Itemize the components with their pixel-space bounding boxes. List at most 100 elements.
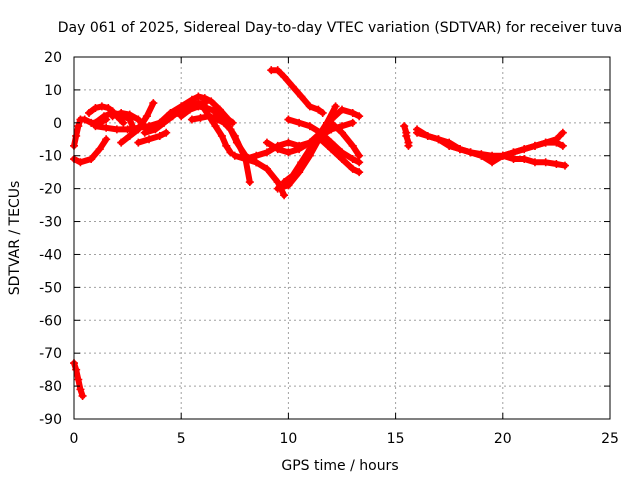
data-point (560, 161, 569, 170)
data-point (91, 104, 100, 113)
series-arc-27 (445, 138, 567, 167)
data-point (205, 112, 214, 121)
grid-layer (74, 57, 610, 419)
data-point (284, 148, 293, 157)
data-point (155, 131, 164, 140)
y-tick-label: 10 (44, 83, 62, 99)
y-tick-label: 0 (53, 116, 62, 132)
data-point (295, 118, 304, 127)
data-point (445, 141, 454, 150)
data-point (541, 158, 550, 167)
data-point (134, 115, 143, 124)
data-point (530, 158, 539, 167)
x-tick-label: 10 (279, 431, 297, 447)
series-arc-22 (284, 115, 364, 167)
data-point (194, 92, 203, 101)
data-point (338, 105, 346, 114)
data-point (177, 102, 186, 111)
data-point (222, 141, 231, 150)
series-arc-09 (134, 128, 171, 147)
data-point (295, 145, 304, 154)
data-point (355, 168, 364, 177)
data-point (331, 102, 340, 111)
x-tick-label: 5 (177, 431, 186, 447)
data-point (185, 105, 194, 114)
data-point (123, 125, 132, 134)
y-tick-label: -80 (39, 379, 62, 395)
data-point (348, 141, 357, 150)
data-point (488, 158, 497, 167)
data-point (76, 158, 85, 167)
data-point (348, 108, 357, 117)
data-point (530, 141, 539, 150)
data-point (284, 138, 293, 147)
data-point (72, 365, 81, 374)
x-tick-label: 0 (70, 431, 79, 447)
data-point (348, 118, 357, 127)
series-arc-02 (70, 135, 111, 167)
data-point (74, 122, 83, 131)
data-point (327, 118, 336, 127)
data-point (228, 118, 237, 127)
data-point (348, 155, 357, 164)
chart-title: Day 061 of 2025, Sidereal Day-to-day VTE… (58, 20, 622, 36)
data-point (520, 145, 529, 154)
data-point (134, 138, 143, 147)
data-point (95, 145, 104, 154)
series-arc-23 (316, 135, 364, 177)
data-point (207, 97, 216, 106)
data-point (338, 155, 346, 164)
data-point (125, 131, 134, 140)
data-point (541, 138, 550, 147)
data-point (187, 115, 196, 124)
data-layer (70, 66, 569, 400)
data-point (552, 159, 561, 168)
data-point (280, 72, 289, 81)
y-tick-label: -90 (39, 412, 62, 428)
x-tick-label: 20 (494, 431, 512, 447)
data-point (273, 145, 282, 154)
y-tick-label: -60 (39, 313, 62, 329)
series-arc-11 (155, 92, 233, 127)
data-point (226, 148, 235, 157)
data-point (273, 184, 282, 193)
data-point (166, 108, 175, 117)
data-point (338, 128, 346, 137)
data-point (72, 131, 81, 140)
data-point (97, 102, 106, 111)
data-point (280, 191, 289, 200)
data-point (104, 104, 113, 113)
data-point (119, 118, 128, 127)
y-tick-label: -50 (39, 280, 62, 296)
data-point (477, 151, 486, 160)
data-point (288, 82, 297, 91)
data-point (117, 138, 126, 147)
axis-ticks: 0 5 10 15 20 25 -90 -80 -70 -60 -50 -40 -30 -20 -10 0 10… (39, 50, 619, 447)
data-point (262, 164, 271, 173)
data-point (85, 108, 94, 117)
data-point (288, 171, 297, 180)
data-point (230, 151, 239, 160)
data-point (145, 135, 154, 144)
data-point (305, 122, 314, 131)
data-point (149, 99, 158, 108)
data-point (305, 102, 314, 111)
data-point (455, 145, 464, 154)
series-line (135, 129, 170, 146)
data-point (284, 115, 293, 124)
data-point (305, 138, 314, 147)
data-point (284, 181, 293, 190)
data-point (151, 125, 160, 134)
data-point (76, 385, 85, 394)
data-point (177, 112, 186, 121)
data-point (520, 155, 529, 164)
data-point (155, 118, 164, 127)
data-point (552, 138, 561, 147)
data-point (87, 155, 96, 164)
data-point (404, 141, 413, 150)
series-arc-16 (230, 151, 289, 200)
data-point (558, 141, 567, 150)
data-point (466, 148, 475, 157)
data-point (217, 131, 226, 140)
data-point (100, 112, 109, 121)
